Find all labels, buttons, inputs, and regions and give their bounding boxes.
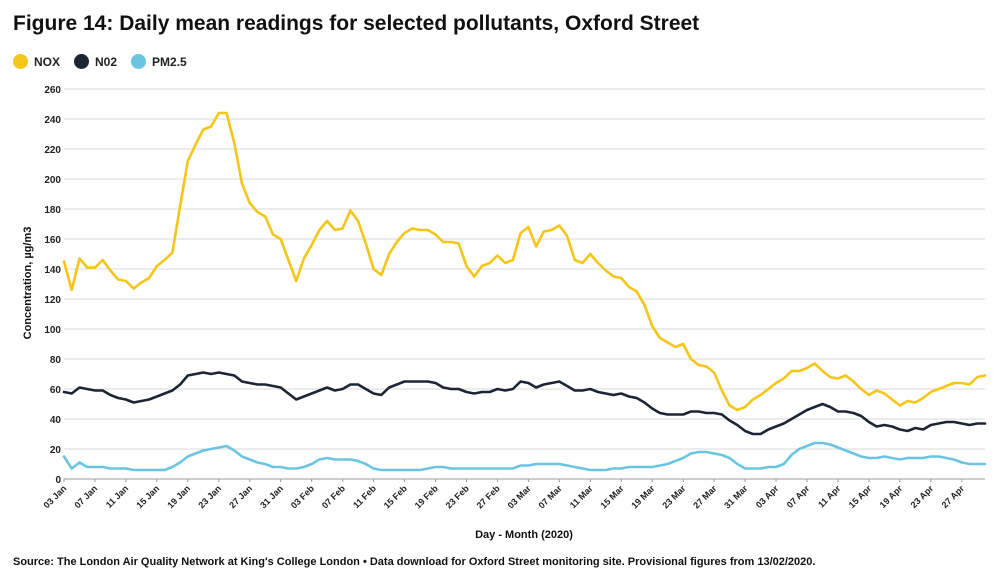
legend-item-pm25[interactable]: PM2.5: [131, 54, 187, 69]
series-line-n02[interactable]: [62, 371, 987, 436]
y-axis-label: Concentration, µg/m3: [22, 227, 34, 340]
x-tick-label: 11 Feb: [351, 483, 378, 510]
x-tick-label: 07 Feb: [320, 483, 348, 511]
x-tick-label: 07 Jan: [72, 483, 99, 510]
x-tick-label: 23 Apr: [909, 483, 936, 510]
chart-legend: NOX N02 PM2.5: [13, 54, 201, 69]
x-tick-label: 31 Mar: [722, 483, 750, 511]
x-tick-label: 27 Apr: [940, 483, 967, 510]
y-tick-label: 80: [50, 355, 62, 366]
x-axis-ticks: 03 Jan 07 Jan 11 Jan 15 Jan 19 Jan 23 Jan 27 J…: [42, 479, 967, 511]
gridlines: [64, 88, 985, 480]
y-tick-label: 200: [44, 175, 61, 186]
line-chart: 0 20 40 60 80 100 120 140 160 180 200 220 240 260 03 …: [22, 85, 987, 541]
y-tick-label: 0: [55, 475, 61, 486]
x-tick-label: 11 Jan: [104, 483, 131, 510]
x-tick-label: 23 Feb: [444, 483, 472, 511]
x-tick-label: 19 Feb: [413, 483, 441, 511]
series-line-pm25[interactable]: [62, 441, 987, 472]
x-tick-label: 23 Jan: [196, 483, 223, 510]
y-tick-label: 240: [44, 115, 61, 126]
y-tick-label: 20: [50, 445, 62, 456]
y-axis-ticks: 0 20 40 60 80 100 120 140 160 180 200 220 240 260: [44, 85, 61, 486]
x-tick-label: 15 Apr: [847, 483, 874, 510]
x-tick-label: 15 Feb: [382, 483, 410, 511]
legend-swatch-nox: [13, 54, 28, 69]
x-tick-label: 19 Jan: [165, 483, 192, 510]
x-tick-label: 27 Jan: [227, 483, 254, 510]
source-note: Source: The London Air Quality Network a…: [13, 556, 816, 568]
x-tick-label: 11 Apr: [816, 483, 843, 510]
legend-label-pm25: PM2.5: [152, 54, 187, 69]
x-tick-label: 31 Jan: [258, 483, 285, 510]
legend-item-no2[interactable]: N02: [74, 54, 117, 69]
legend-swatch-pm25: [131, 54, 147, 69]
x-tick-label: 23 Mar: [660, 483, 688, 511]
y-tick-label: 40: [50, 415, 62, 426]
y-tick-label: 220: [44, 145, 61, 156]
x-tick-label: 11 Mar: [568, 483, 595, 510]
y-tick-label: 120: [44, 295, 61, 306]
x-tick-label: 03 Mar: [506, 483, 534, 511]
legend-swatch-no2: [74, 54, 90, 69]
y-tick-label: 260: [44, 85, 61, 96]
y-tick-label: 180: [44, 205, 61, 216]
legend-item-nox[interactable]: NOX: [13, 54, 60, 69]
chart-title: Figure 14: Daily mean readings for selec…: [13, 12, 700, 35]
x-tick-label: 03 Jan: [42, 483, 69, 510]
x-tick-label: 07 Apr: [785, 483, 812, 510]
x-tick-label: 15 Mar: [598, 483, 626, 511]
y-tick-label: 100: [44, 325, 61, 336]
x-tick-label: 15 Jan: [134, 483, 161, 510]
legend-label-no2: N02: [95, 54, 118, 69]
x-tick-label: 27 Mar: [691, 483, 719, 511]
x-tick-label: 03 Feb: [289, 483, 317, 511]
series-line-nox[interactable]: [62, 111, 987, 412]
y-tick-label: 140: [44, 265, 61, 276]
x-tick-label: 27 Feb: [475, 483, 503, 511]
x-tick-label: 07 Mar: [536, 483, 564, 511]
x-tick-label: 03 Apr: [754, 483, 781, 510]
x-tick-label: 19 Mar: [629, 483, 657, 511]
y-tick-label: 160: [44, 235, 61, 246]
legend-label-nox: NOX: [34, 54, 61, 69]
x-axis-label: Day - Month (2020): [475, 529, 573, 541]
y-tick-label: 60: [50, 385, 62, 396]
series-lines: [62, 111, 987, 472]
x-tick-label: 19 Apr: [878, 483, 905, 510]
